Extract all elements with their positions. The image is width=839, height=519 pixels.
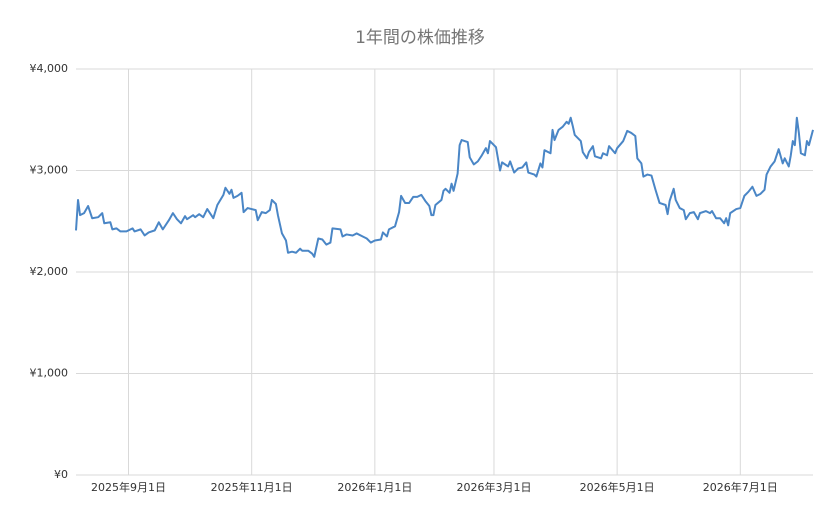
x-tick-label: 2026年7月1日 xyxy=(703,480,778,494)
x-tick-label: 2025年9月1日 xyxy=(91,480,166,494)
y-tick-label: ¥3,000 xyxy=(30,164,69,177)
chart-title: 1年間の株価推移 xyxy=(355,28,485,48)
y-tick-label: ¥1,000 xyxy=(30,367,69,380)
y-tick-label: ¥0 xyxy=(54,468,68,481)
y-tick-label: ¥2,000 xyxy=(30,265,69,278)
x-tick-label: 2026年1月1日 xyxy=(337,480,412,494)
y-tick-label: ¥4,000 xyxy=(30,62,69,75)
x-tick-label: 2026年5月1日 xyxy=(580,480,655,494)
price-line xyxy=(75,116,814,258)
x-tick-label: 2025年11月1日 xyxy=(211,480,293,494)
x-tick-label: 2026年3月1日 xyxy=(456,480,531,494)
